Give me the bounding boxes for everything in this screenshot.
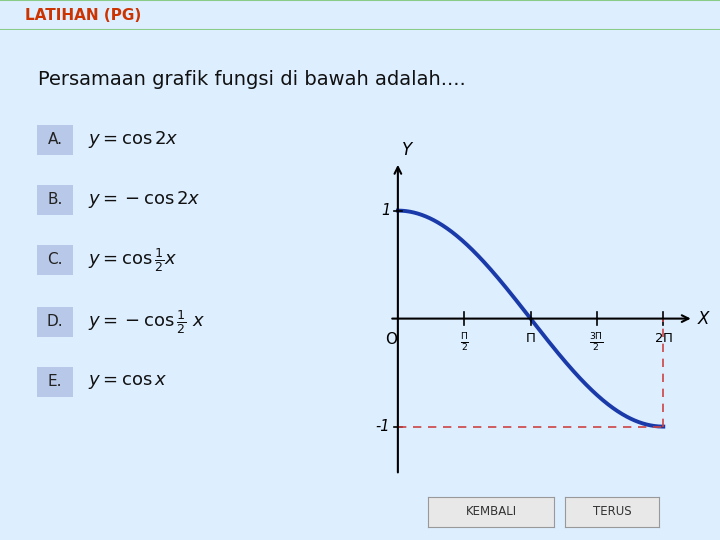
Text: Y: Y [402, 141, 413, 159]
Text: $y = -\cos 2x$: $y = -\cos 2x$ [88, 190, 201, 210]
Text: E.: E. [48, 374, 62, 389]
Text: $y =  \cos \frac{1}{2}x$: $y = \cos \frac{1}{2}x$ [88, 246, 178, 274]
Text: $y =  \cos 2x$: $y = \cos 2x$ [88, 129, 179, 150]
Text: O: O [385, 332, 397, 347]
Text: $y =  \cos x$: $y = \cos x$ [88, 373, 167, 391]
Text: X: X [698, 309, 709, 328]
Text: D.: D. [47, 314, 63, 329]
Text: $\frac{3\Pi}{2}$: $\frac{3\Pi}{2}$ [590, 332, 604, 354]
Text: -1: -1 [376, 419, 390, 434]
Text: 1: 1 [381, 203, 390, 218]
FancyBboxPatch shape [37, 307, 73, 337]
Text: LATIHAN (PG): LATIHAN (PG) [25, 8, 141, 23]
Text: $y = -\cos\frac{1}{2}\ x$: $y = -\cos\frac{1}{2}\ x$ [88, 308, 205, 336]
FancyBboxPatch shape [37, 367, 73, 397]
FancyBboxPatch shape [37, 185, 73, 215]
Text: $\frac{\Pi}{2}$: $\frac{\Pi}{2}$ [460, 332, 469, 354]
FancyBboxPatch shape [37, 245, 73, 275]
Text: Persamaan grafik fungsi di bawah adalah....: Persamaan grafik fungsi di bawah adalah.… [38, 70, 466, 89]
Text: $2\Pi$: $2\Pi$ [654, 332, 672, 345]
Text: TERUS: TERUS [593, 505, 631, 518]
Text: C.: C. [48, 252, 63, 267]
Text: A.: A. [48, 132, 63, 147]
Text: $\Pi$: $\Pi$ [526, 332, 536, 345]
Text: KEMBALI: KEMBALI [466, 505, 517, 518]
FancyBboxPatch shape [37, 125, 73, 155]
Text: B.: B. [48, 192, 63, 207]
